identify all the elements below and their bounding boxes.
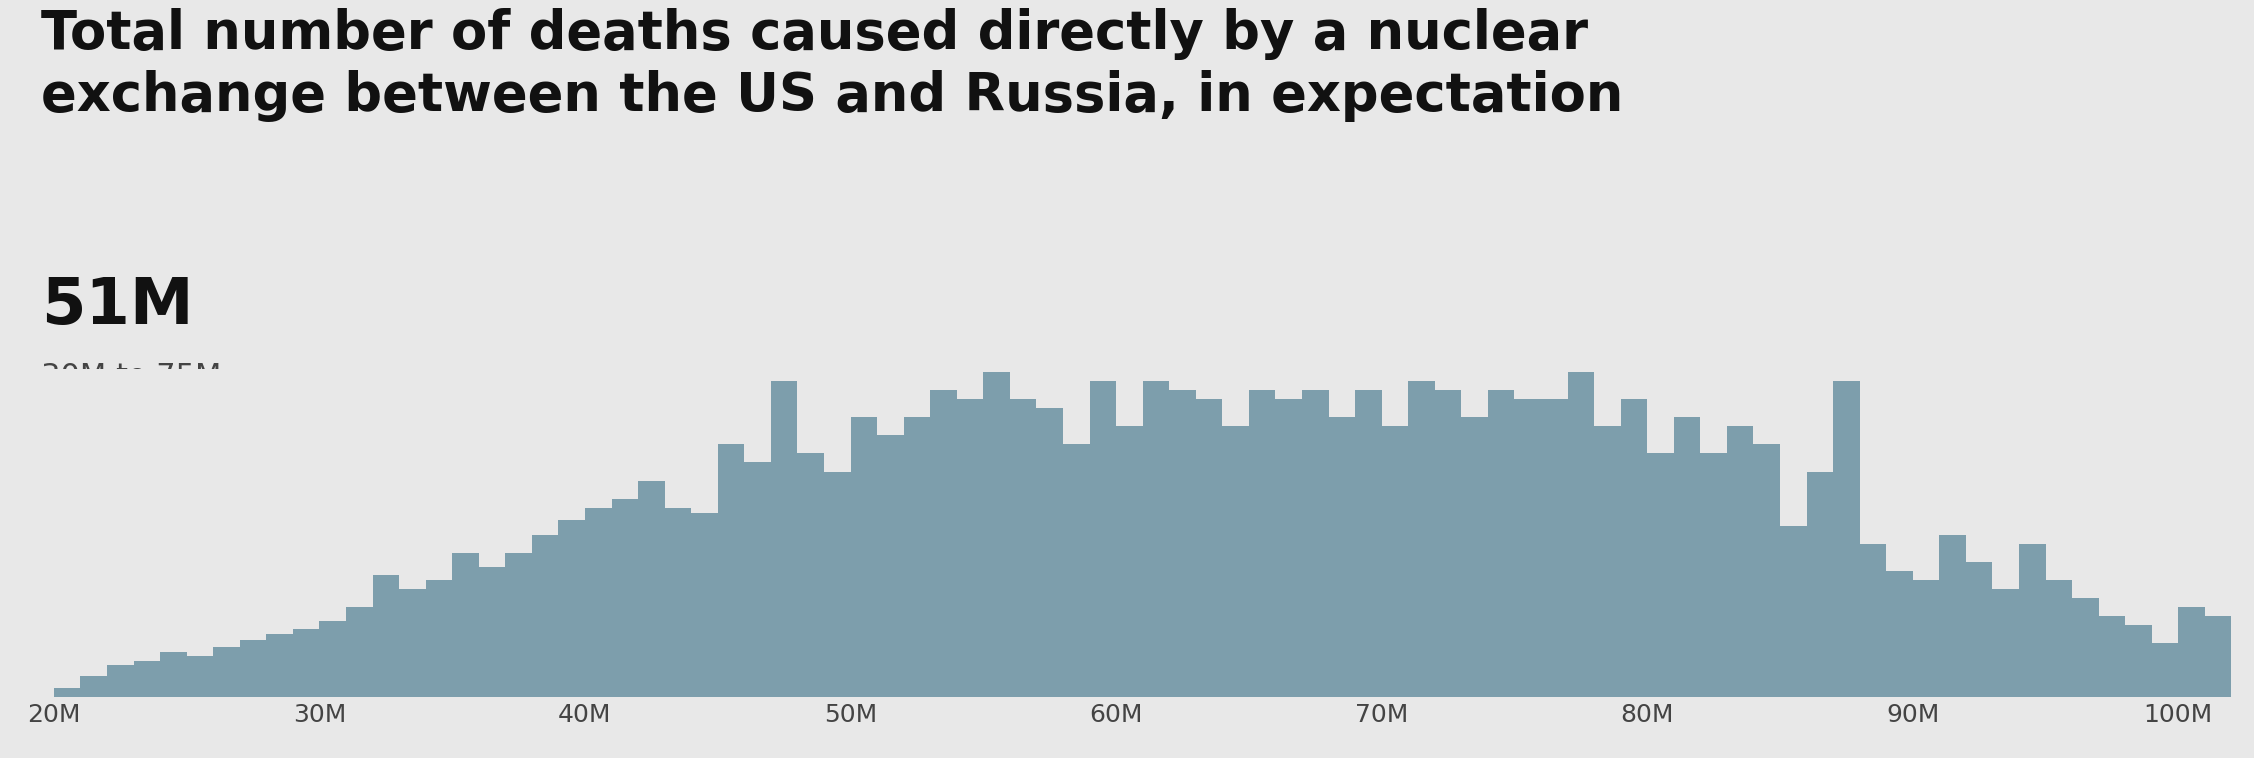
Bar [931, 390, 956, 697]
Bar [717, 444, 744, 697]
Bar [532, 534, 559, 697]
Bar [1938, 534, 1965, 697]
Bar [1700, 453, 1727, 697]
Bar [1621, 399, 1648, 697]
Bar [1222, 426, 1249, 697]
Bar [1436, 390, 1461, 697]
Bar [1355, 390, 1382, 697]
Bar [1488, 390, 1515, 697]
Bar [559, 520, 586, 697]
Bar [1781, 526, 1805, 697]
Bar [1515, 399, 1542, 697]
Bar [1594, 426, 1621, 697]
Bar [1833, 381, 1860, 697]
Bar [1965, 562, 1993, 697]
Text: 30M to 75M: 30M to 75M [41, 362, 221, 390]
Bar [1116, 426, 1143, 697]
Bar [266, 634, 293, 697]
Bar [904, 418, 931, 697]
Bar [1993, 589, 2020, 697]
Bar [611, 499, 638, 697]
Bar [453, 553, 478, 697]
Bar [1303, 390, 1328, 697]
Text: 51M: 51M [41, 275, 194, 337]
Bar [1089, 381, 1116, 697]
Bar [877, 435, 904, 697]
Bar [81, 675, 106, 697]
Bar [744, 462, 771, 697]
Bar [586, 508, 611, 697]
Bar [638, 481, 665, 697]
Text: Total number of deaths caused directly by a nuclear
exchange between the US and : Total number of deaths caused directly b… [41, 8, 1623, 122]
Bar [2231, 589, 2254, 697]
Bar [665, 508, 692, 697]
Bar [2047, 580, 2071, 697]
Bar [1276, 399, 1303, 697]
Bar [293, 628, 320, 697]
Bar [133, 661, 160, 697]
Bar [1170, 390, 1197, 697]
Bar [54, 688, 81, 697]
Bar [1914, 580, 1938, 697]
Bar [1197, 399, 1222, 697]
Bar [956, 399, 983, 697]
Bar [2153, 643, 2177, 697]
Bar [399, 589, 426, 697]
Bar [214, 647, 239, 697]
Bar [1805, 471, 1833, 697]
Bar [1461, 418, 1488, 697]
Bar [1382, 426, 1409, 697]
Bar [825, 471, 850, 697]
Bar [1567, 372, 1594, 697]
Bar [160, 652, 187, 697]
Bar [2177, 607, 2204, 697]
Bar [850, 418, 877, 697]
Bar [1860, 543, 1887, 697]
Bar [372, 575, 399, 697]
Bar [798, 453, 825, 697]
Bar [106, 665, 133, 697]
Bar [2204, 616, 2231, 697]
Bar [1037, 409, 1064, 697]
Bar [1887, 571, 1914, 697]
Bar [983, 372, 1010, 697]
Bar [187, 656, 214, 697]
Bar [1010, 399, 1037, 697]
Bar [345, 607, 372, 697]
Bar [2126, 625, 2153, 697]
Bar [1064, 444, 1089, 697]
Bar [1328, 418, 1355, 697]
Bar [1727, 426, 1754, 697]
Bar [505, 553, 532, 697]
Bar [426, 580, 453, 697]
Bar [1675, 418, 1700, 697]
Bar [1648, 453, 1675, 697]
Bar [320, 622, 345, 697]
Bar [692, 513, 717, 697]
Bar [2071, 598, 2098, 697]
Bar [1409, 381, 1436, 697]
Bar [771, 381, 798, 697]
Bar [2020, 543, 2047, 697]
Bar [1754, 444, 1781, 697]
Bar [239, 640, 266, 697]
Bar [1542, 399, 1567, 697]
Bar [2098, 616, 2126, 697]
Bar [1249, 390, 1276, 697]
Bar [478, 567, 505, 697]
Bar [1143, 381, 1170, 697]
